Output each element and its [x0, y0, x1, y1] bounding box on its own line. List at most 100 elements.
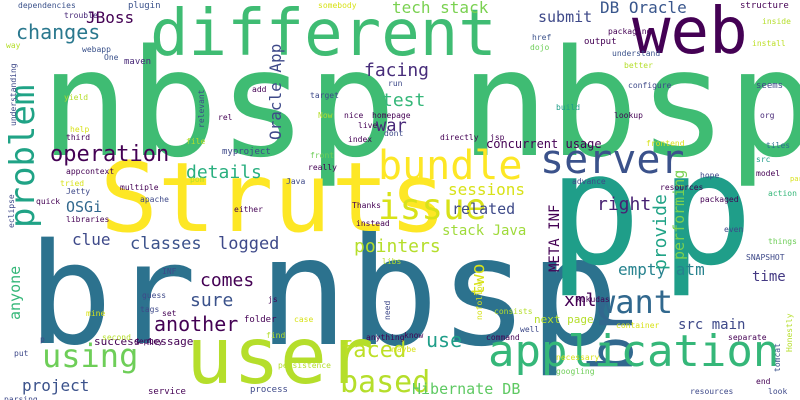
- cloud-word: br: [28, 214, 197, 377]
- cloud-word: Java: [286, 177, 306, 186]
- cloud-word: stack Java: [442, 223, 527, 239]
- cloud-word: process: [250, 385, 288, 395]
- cloud-word: p: [660, 119, 754, 300]
- cloud-word: based: [340, 365, 431, 400]
- cloud-word: packaging: [608, 27, 652, 36]
- cloud-word: DB Oracle: [600, 0, 687, 17]
- cloud-word: details: [186, 162, 262, 183]
- cloud-word: nbsp: [258, 206, 620, 380]
- cloud-word: either: [234, 205, 263, 214]
- cloud-word: put: [14, 349, 29, 358]
- cloud-word: JBoss: [86, 8, 135, 27]
- cloud-word: well: [520, 325, 540, 334]
- cloud-word: yield: [64, 93, 89, 102]
- cloud-word: libs: [382, 257, 402, 266]
- cloud-word: multiple: [120, 183, 159, 192]
- cloud-word: appcontext: [66, 167, 115, 176]
- cloud-word: facing: [364, 60, 430, 81]
- cloud-word: tags: [140, 305, 160, 314]
- cloud-word: container: [616, 321, 660, 330]
- cloud-word: operation: [50, 142, 170, 167]
- cloud-word: homepage: [372, 111, 411, 120]
- cloud-word: src main: [678, 317, 746, 333]
- cloud-word: lookup: [614, 111, 643, 120]
- cloud-word: OSGi: [66, 198, 103, 216]
- cloud-word: install: [752, 39, 786, 48]
- cloud-word: resources: [660, 183, 704, 192]
- cloud-word: front: [310, 151, 335, 160]
- cloud-word: end: [756, 377, 771, 386]
- cloud-word: server: [540, 137, 685, 183]
- cloud-word: anyone: [6, 265, 24, 320]
- cloud-word: web: [632, 0, 748, 69]
- cloud-word: jsp: [490, 133, 505, 142]
- cloud-word: p: [548, 119, 642, 300]
- cloud-word: comes: [200, 270, 255, 291]
- cloud-word: maybe: [392, 345, 417, 354]
- cloud-word: separate: [728, 333, 767, 342]
- cloud-word: consists: [494, 307, 533, 316]
- cloud-word: bundle: [378, 143, 523, 189]
- cloud-word: tomcat: [773, 343, 782, 372]
- cloud-word: dojo: [530, 43, 550, 52]
- cloud-word: mine: [86, 309, 106, 318]
- cloud-word: target: [310, 91, 339, 100]
- cloud-word: success message: [94, 335, 194, 348]
- cloud-word: dependencies: [18, 1, 76, 10]
- cloud-word: org: [760, 111, 775, 120]
- cloud-word: kukudas: [576, 295, 610, 304]
- cloud-word: Honestly: [785, 313, 794, 352]
- cloud-word: maven: [124, 57, 152, 67]
- cloud-word: eclipse: [7, 194, 16, 228]
- cloud-word: logged: [218, 234, 280, 254]
- cloud-word: Now: [318, 111, 333, 120]
- cloud-word: parsing: [4, 395, 38, 400]
- cloud-word: relevant: [197, 89, 206, 128]
- cloud-word: nice: [344, 111, 364, 120]
- cloud-word: project: [22, 376, 90, 395]
- cloud-word: submit: [538, 8, 593, 26]
- cloud-word: nofollow: [475, 281, 484, 320]
- cloud-word: inside: [762, 17, 791, 26]
- cloud-word: live: [358, 121, 378, 130]
- cloud-word: index: [348, 135, 373, 144]
- cloud-word: META INF: [547, 204, 563, 272]
- cloud-word: Jetty: [66, 187, 91, 196]
- cloud-word: user: [186, 312, 374, 400]
- cloud-word: different: [150, 0, 497, 71]
- cloud-word: Oracle App: [266, 43, 285, 140]
- cloud-word: frontend: [646, 139, 685, 148]
- cloud-word: libraries: [66, 215, 110, 224]
- cloud-word: Struts: [100, 142, 447, 254]
- cloud-word: related: [452, 200, 516, 218]
- cloud-word: myproject: [222, 147, 271, 157]
- cloud-word: help: [70, 125, 90, 134]
- cloud-word: packaged: [700, 195, 739, 204]
- cloud-word: googling: [556, 367, 595, 376]
- cloud-word: third: [66, 133, 91, 142]
- cloud-word: structure: [740, 1, 789, 11]
- cloud-word: next page: [534, 313, 594, 326]
- cloud-word: rel: [218, 113, 233, 122]
- cloud-word: test: [382, 90, 426, 111]
- cloud-word: src: [756, 155, 771, 164]
- cloud-word: nbsp: [40, 18, 397, 190]
- cloud-word: right: [597, 194, 652, 215]
- cloud-word: understanding: [9, 63, 18, 126]
- cloud-word: even: [724, 225, 744, 234]
- cloud-word: concurrent usage: [486, 137, 602, 151]
- cloud-word: configure: [628, 81, 672, 90]
- cloud-word: guess: [142, 291, 167, 300]
- cloud-word: find: [266, 331, 286, 340]
- cloud-word: output: [584, 37, 617, 47]
- cloud-word: nbsp: [460, 18, 800, 190]
- cloud-word: provide: [650, 194, 671, 270]
- cloud-word: dont: [384, 129, 404, 138]
- cloud-word: really: [308, 163, 337, 172]
- cloud-word: clue: [72, 230, 111, 249]
- cloud-word: Hibernate DB: [412, 380, 521, 398]
- cloud-word: add: [252, 85, 267, 94]
- cloud-word: webapp: [82, 45, 111, 54]
- cloud-word: command: [486, 333, 520, 342]
